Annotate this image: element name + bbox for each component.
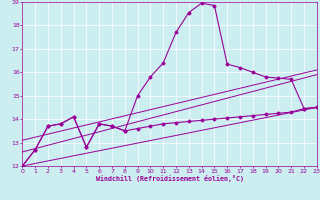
X-axis label: Windchill (Refroidissement éolien,°C): Windchill (Refroidissement éolien,°C) (96, 175, 244, 182)
